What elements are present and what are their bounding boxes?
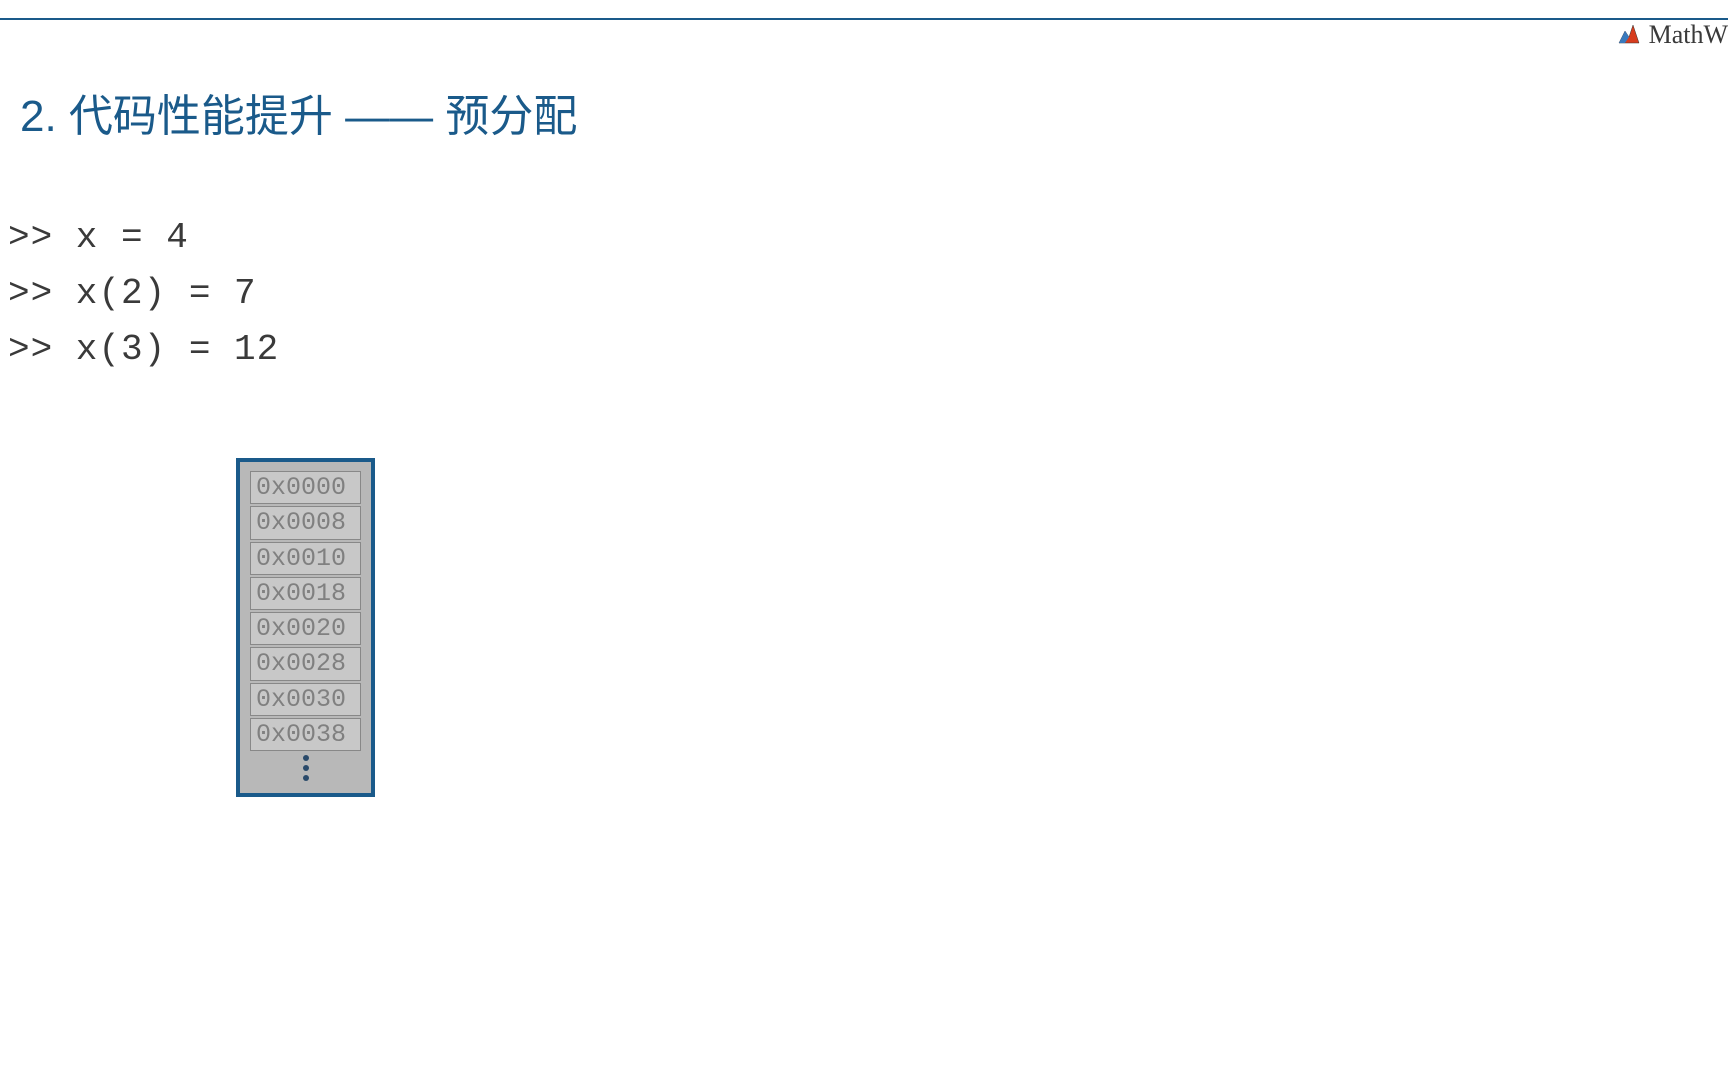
code-line: >> x = 4 xyxy=(8,210,279,266)
dot-icon xyxy=(303,765,309,771)
mathworks-logo-icon xyxy=(1615,21,1643,49)
memory-cell: 0x0020 xyxy=(250,612,361,645)
logo-text: MathW xyxy=(1649,20,1728,50)
dot-icon xyxy=(303,775,309,781)
memory-diagram: 0x0000 0x0008 0x0010 0x0018 0x0020 0x002… xyxy=(236,458,375,797)
memory-cell: 0x0000 xyxy=(250,471,361,504)
memory-cell: 0x0038 xyxy=(250,718,361,751)
memory-cell: 0x0018 xyxy=(250,577,361,610)
ellipsis-dots xyxy=(250,755,361,781)
memory-cell: 0x0028 xyxy=(250,647,361,680)
dot-icon xyxy=(303,755,309,761)
code-block: >> x = 4 >> x(2) = 7 >> x(3) = 12 xyxy=(8,210,279,377)
header-divider xyxy=(0,18,1728,20)
memory-cell: 0x0010 xyxy=(250,542,361,575)
memory-cell: 0x0030 xyxy=(250,683,361,716)
memory-cell: 0x0008 xyxy=(250,506,361,539)
code-line: >> x(3) = 12 xyxy=(8,322,279,378)
logo-area: MathW xyxy=(1615,20,1728,50)
slide-title: 2. 代码性能提升 —— 预分配 xyxy=(20,80,577,144)
code-line: >> x(2) = 7 xyxy=(8,266,279,322)
